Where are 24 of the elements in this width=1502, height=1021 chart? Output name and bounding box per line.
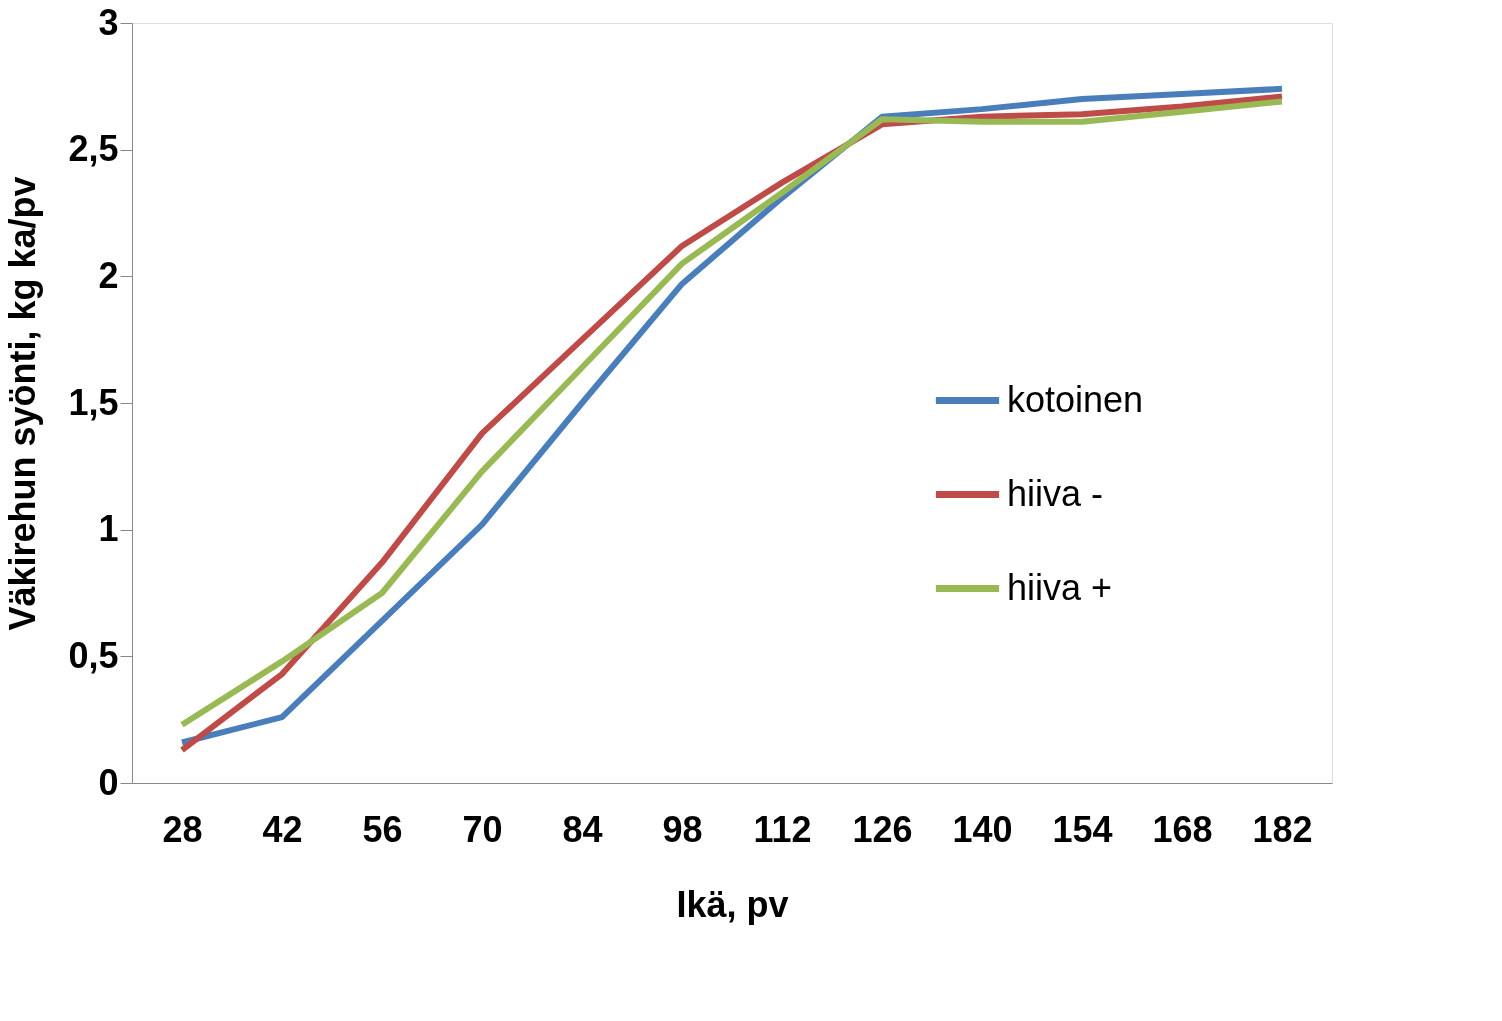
legend-label: kotoinen [1007, 378, 1144, 420]
x-tick-label: 56 [362, 808, 403, 850]
legend-label: hiiva - [1007, 472, 1104, 514]
legend-label: hiiva + [1007, 566, 1113, 608]
x-tick-label: 28 [162, 808, 203, 850]
x-tick-label: 140 [952, 808, 1013, 850]
x-tick-label: 42 [262, 808, 303, 850]
x-tick-label: 112 [753, 808, 812, 850]
x-tick-label: 154 [1052, 808, 1113, 850]
y-tick-label: 0,5 [68, 634, 119, 676]
y-axis-title: Väkirehun syönti, kg ka/pv [2, 176, 44, 631]
x-tick-label: 84 [562, 808, 603, 850]
y-tick-label: 3 [98, 1, 119, 43]
x-axis-title: Ikä, pv [676, 883, 789, 925]
x-tick-label: 98 [662, 808, 703, 850]
y-tick-label: 1,5 [68, 381, 119, 423]
x-tick-label: 126 [852, 808, 913, 850]
x-tick-label: 182 [1252, 808, 1313, 850]
y-tick-label: 0 [98, 761, 119, 803]
x-tick-label: 70 [462, 808, 503, 850]
y-tick-label: 2,5 [68, 128, 119, 170]
y-tick-label: 1 [98, 508, 119, 550]
x-tick-label: 168 [1152, 808, 1213, 850]
y-tick-label: 2 [98, 254, 119, 296]
